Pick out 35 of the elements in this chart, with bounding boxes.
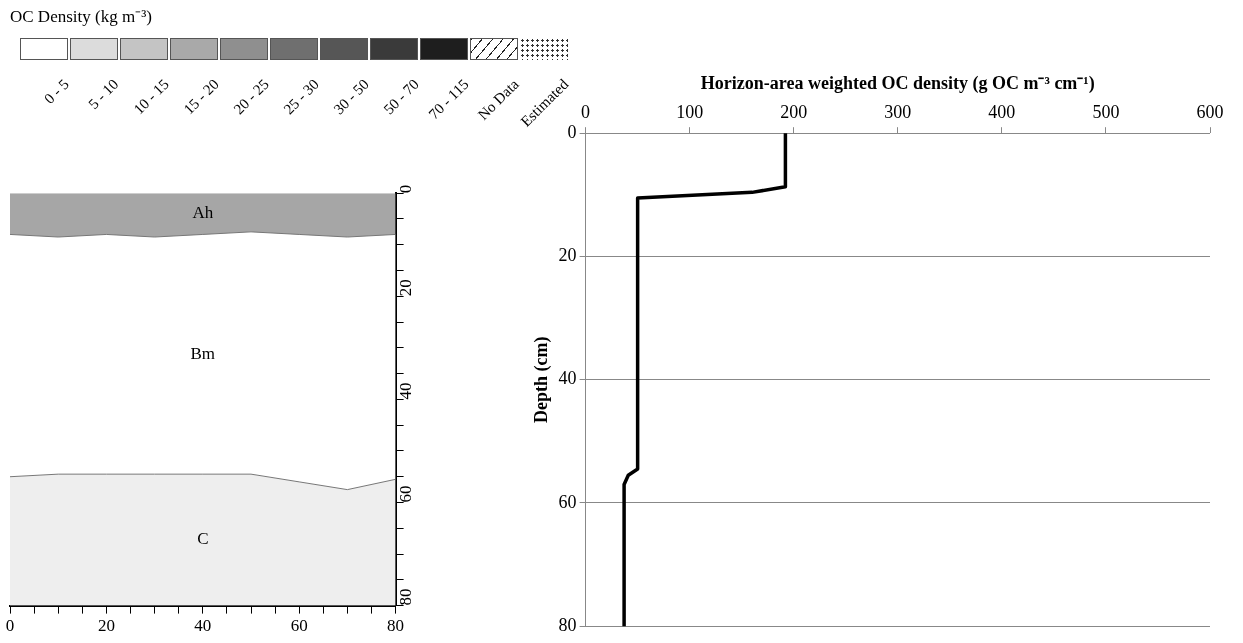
y-tick-label: 0	[567, 121, 577, 142]
category-label: 15 - 20	[179, 76, 223, 119]
y-tick-label: 80	[396, 588, 416, 606]
x-tick-label: 200	[780, 102, 808, 123]
category-label: 20 - 25	[229, 76, 273, 119]
x-tick-label: 400	[988, 102, 1016, 123]
y-tick-label: 60	[396, 485, 416, 503]
x-axis-title: Horizon-area weighted OC density (g OC m⁻³ cm⁻¹)	[700, 73, 1095, 95]
y-tick-label: 0	[396, 184, 416, 194]
y-tick-label: 40	[558, 368, 577, 389]
x-tick-label: 0	[5, 616, 15, 636]
category-label: 30 - 50	[329, 76, 373, 119]
series-label: C	[197, 529, 209, 549]
y-axis-title: Depth (cm)	[531, 336, 553, 423]
category-label: 25 - 30	[279, 76, 323, 119]
x-tick-label: 300	[884, 102, 912, 123]
category-label: 50 - 70	[379, 76, 423, 119]
x-tick-label: 0	[581, 102, 591, 123]
text: OC Density (kg m⁻³)	[10, 6, 153, 27]
x-tick-label: 20	[97, 616, 115, 636]
y-tick-label: 20	[558, 245, 577, 266]
category-label: 0 - 5	[40, 76, 73, 108]
series-label: Bm	[190, 343, 216, 363]
y-tick-label: 60	[558, 491, 577, 512]
category-label: 70 - 115	[425, 76, 473, 123]
y-tick-label: 40	[396, 382, 416, 400]
series-label: Ah	[192, 203, 214, 223]
x-tick-label: 100	[676, 102, 704, 123]
category-label: 10 - 15	[129, 76, 173, 119]
x-tick-label: 40	[194, 616, 212, 636]
category-label: 5 - 10	[85, 76, 123, 113]
x-tick-label: 60	[290, 616, 308, 636]
y-tick-label: 20	[396, 279, 416, 297]
x-tick-label: 500	[1092, 102, 1120, 123]
x-tick-label: 600	[1196, 102, 1224, 123]
